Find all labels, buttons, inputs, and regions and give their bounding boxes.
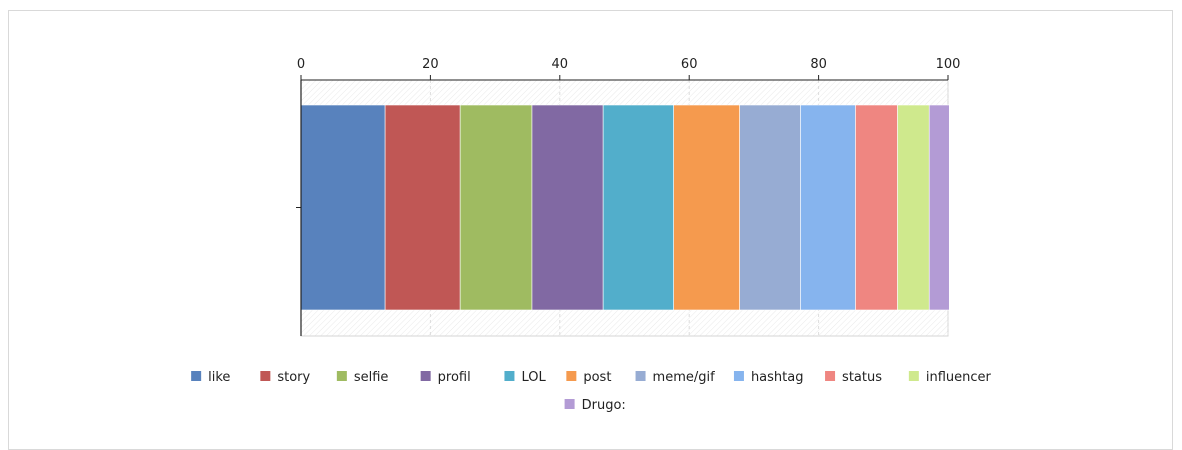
bar-segment-like <box>300 104 386 311</box>
legend-swatch <box>564 399 575 409</box>
legend-label: status <box>842 370 882 385</box>
legend-swatch <box>635 371 646 381</box>
x-tick-label: 60 <box>681 57 698 72</box>
bar-segments <box>300 104 950 311</box>
axes <box>296 75 949 336</box>
legend-item: meme/gif <box>635 370 716 385</box>
legend-label: selfie <box>354 370 389 385</box>
bar-segment-story <box>384 104 461 311</box>
legend-item: like <box>191 370 230 385</box>
legend-item: Drugo: <box>564 398 626 413</box>
legend-label: Drugo: <box>582 398 626 413</box>
legend-swatch <box>566 371 577 381</box>
stacked-bar-chart: 0 20 40 60 80 100 like story selfie profil LOL pos… <box>191 57 992 413</box>
legend-label: meme/gif <box>653 370 716 385</box>
bar-segment-influencer <box>897 104 930 311</box>
legend-swatch <box>336 371 347 381</box>
x-tick-label: 20 <box>422 57 439 72</box>
x-tick-label: 0 <box>297 57 305 72</box>
legend-item: hashtag <box>733 370 804 385</box>
bar-segment-hashtag <box>800 104 856 311</box>
bar-segment-selfie <box>459 104 533 311</box>
legend-item: influencer <box>908 370 992 385</box>
legend-label: hashtag <box>751 370 804 385</box>
bar-segment-status <box>855 104 898 311</box>
bar-segment-post <box>673 104 740 311</box>
bar-segment-lol <box>602 104 674 311</box>
legend-item: post <box>566 370 611 385</box>
legend-swatch <box>420 371 431 381</box>
legend-swatch <box>504 371 515 381</box>
legend-swatch <box>191 371 202 381</box>
bar-segment-drugo <box>928 104 950 311</box>
legend-item: selfie <box>336 370 389 385</box>
legend-item: LOL <box>504 370 546 385</box>
legend-label: profil <box>438 370 471 385</box>
legend-swatch <box>908 371 919 381</box>
x-tick-label: 100 <box>936 57 961 72</box>
legend-label: like <box>208 370 230 385</box>
x-tick-labels: 0 20 40 60 80 100 <box>297 57 961 72</box>
legend: like story selfie profil LOL post meme/gif hash… <box>191 370 992 413</box>
legend-swatch <box>260 371 271 381</box>
bar-segment-meme-gif <box>739 104 801 311</box>
legend-label: influencer <box>926 370 992 385</box>
bar-segment-profil <box>531 104 604 311</box>
legend-item: story <box>260 370 311 385</box>
legend-label: story <box>277 370 310 385</box>
legend-swatch <box>733 371 744 381</box>
x-tick-label: 80 <box>810 57 827 72</box>
x-tick-label: 40 <box>552 57 569 72</box>
legend-item: status <box>825 370 882 385</box>
legend-item: profil <box>420 370 471 385</box>
legend-label: LOL <box>521 370 546 385</box>
legend-label: post <box>583 370 611 385</box>
legend-swatch <box>825 371 836 381</box>
